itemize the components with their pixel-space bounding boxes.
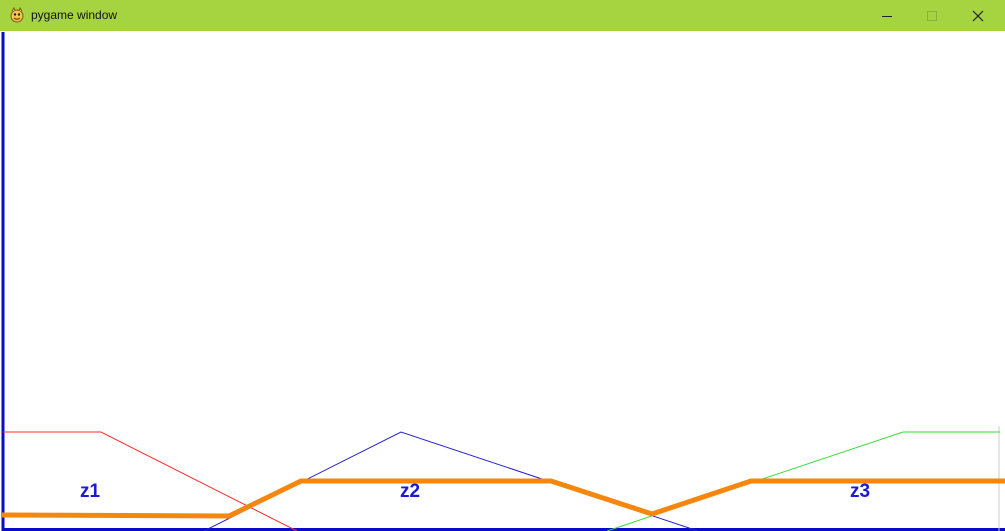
title-bar[interactable]: pygame window xyxy=(0,0,1005,31)
zone-label-z3: z3 xyxy=(850,481,870,502)
zone-label-z1: z1 xyxy=(80,481,101,502)
game-canvas[interactable]: z1 z2 z3 xyxy=(0,31,1005,531)
maximize-icon xyxy=(927,10,937,21)
membership-plot: z1 z2 z3 xyxy=(1,32,1005,531)
minimize-button[interactable] xyxy=(864,0,910,31)
output-curve-line xyxy=(1,478,1005,519)
pygame-snake-icon xyxy=(10,7,24,23)
zone-label-z2: z2 xyxy=(400,481,420,502)
window-title: pygame window xyxy=(31,8,118,22)
minimize-icon xyxy=(882,15,892,17)
z1-membership-line xyxy=(3,431,298,531)
close-icon xyxy=(972,10,984,21)
close-button[interactable] xyxy=(955,0,1001,31)
maximize-button[interactable] xyxy=(909,0,955,31)
